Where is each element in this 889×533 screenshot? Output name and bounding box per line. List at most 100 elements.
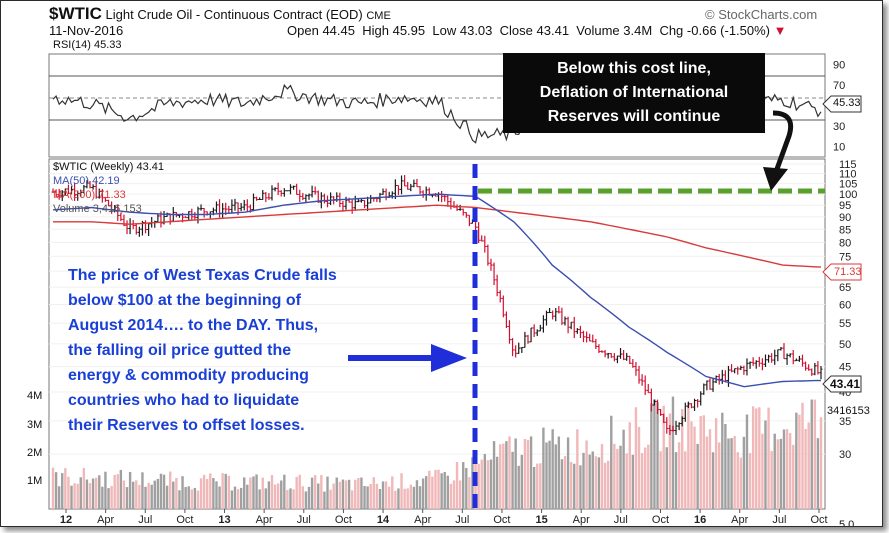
volume-bar — [264, 488, 268, 509]
volume-bar — [366, 486, 369, 509]
rsi-axis-tick: 90 — [833, 59, 845, 71]
volume-bar — [363, 485, 366, 509]
volume-bar — [391, 476, 394, 509]
volume-bar — [687, 402, 690, 509]
volume-bar — [681, 408, 684, 509]
volume-bar — [119, 469, 123, 509]
volume-bar — [286, 489, 289, 509]
volume-bar — [539, 463, 542, 509]
cost-line-callout: Below this cost line, Deflation of Inter… — [503, 53, 765, 133]
volume-bar — [218, 486, 221, 509]
volume-bar — [88, 483, 92, 509]
volume-bar — [369, 483, 372, 509]
volume-bar — [674, 452, 678, 509]
volume-bar — [495, 456, 499, 509]
volume-bar — [162, 474, 166, 509]
volume-bar — [699, 416, 702, 509]
volume-bar — [215, 481, 218, 509]
volume-bar — [243, 477, 246, 509]
volume-bar — [634, 407, 638, 509]
volume-bar — [329, 489, 332, 509]
volume-bar — [273, 484, 277, 509]
volume-bar — [591, 451, 594, 509]
volume-bar — [425, 476, 428, 509]
price-axis-tick: 65 — [839, 282, 851, 294]
volume-bar — [357, 478, 360, 509]
volume-bar — [310, 477, 314, 509]
volume-bar — [141, 472, 144, 509]
volume-bar — [483, 454, 487, 509]
volume-bar — [230, 490, 234, 509]
volume-bar — [517, 465, 520, 509]
price-axis-tick: 45 — [839, 362, 851, 374]
callout-arrow — [763, 110, 794, 191]
volume-bar — [190, 489, 193, 509]
volume-bar — [206, 478, 209, 509]
volume-bar — [437, 469, 440, 509]
volume-bar — [665, 447, 668, 509]
volume-bar — [175, 477, 178, 509]
volume-bar — [239, 487, 243, 509]
volume-bar — [227, 475, 231, 509]
volume-bar — [360, 477, 363, 509]
volume-bar — [751, 406, 755, 509]
volume-bar — [551, 429, 554, 509]
volume-bar — [107, 488, 110, 509]
volume-bar — [776, 439, 780, 509]
volume-bar — [788, 433, 792, 509]
volume-bar — [289, 488, 292, 509]
volume-bar — [295, 476, 298, 509]
volume-bar — [597, 457, 601, 509]
volume-bar — [785, 429, 789, 509]
volume-bar — [178, 490, 181, 509]
volume-bar — [378, 488, 382, 509]
rsi-tag — [822, 95, 862, 113]
volume-bar — [79, 477, 82, 509]
volume-bar — [585, 440, 588, 509]
volume-bar — [409, 484, 412, 509]
volume-bar — [267, 481, 271, 509]
volume-bar — [736, 452, 739, 509]
volume-bar — [98, 475, 101, 509]
price-axis-tick: 85 — [839, 224, 851, 236]
volume-bar — [440, 473, 443, 509]
volume-bar — [773, 433, 776, 509]
volume-bar — [122, 480, 126, 509]
volume-bar — [276, 483, 280, 509]
volume-bar — [292, 489, 295, 509]
volume-bar — [631, 454, 635, 509]
ma200-price-label: 71.33 — [834, 266, 862, 278]
volume-bar — [110, 485, 113, 509]
volume-bar — [705, 436, 709, 509]
volume-bar — [147, 482, 150, 509]
rsi-axis-tick: 70 — [833, 80, 845, 92]
volume-bar — [172, 481, 175, 509]
x-axis-tick: Oct — [176, 514, 193, 526]
volume-bar — [795, 412, 798, 509]
volume-bar — [233, 486, 237, 509]
volume-bar — [400, 473, 403, 509]
volume-legend: Volume 3,416,153 — [53, 203, 142, 215]
volume-bar — [566, 437, 570, 509]
volume-bar — [480, 459, 483, 509]
volume-bar — [801, 402, 804, 509]
volume-bar — [150, 484, 153, 509]
volume-bar — [209, 473, 212, 509]
volume-bar — [767, 407, 770, 509]
volume-bar — [714, 418, 718, 509]
volume-bar — [280, 480, 283, 509]
volume-bar — [449, 483, 453, 509]
price-axis-tick: 110 — [839, 169, 857, 181]
price-axis-tick: 30 — [839, 449, 851, 461]
volume-bar — [542, 427, 545, 509]
volume-tick-1m: 1M — [27, 475, 43, 487]
volume-bar — [458, 480, 462, 509]
volume-bar — [761, 433, 764, 509]
volume-bar — [813, 399, 817, 509]
volume-bar — [169, 471, 172, 509]
volume-bar — [804, 428, 807, 509]
volume-bar — [511, 451, 514, 509]
volume-tick-2m: 2M — [27, 447, 43, 459]
volume-bar — [196, 490, 200, 509]
x-axis-tick: Jul — [772, 514, 786, 526]
